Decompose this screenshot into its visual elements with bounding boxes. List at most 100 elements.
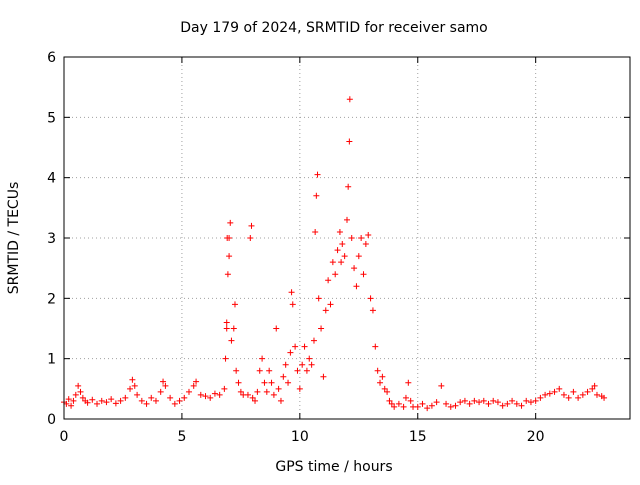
data-point [365,231,372,238]
data-point [131,382,138,389]
data-point [433,399,440,406]
data-point [228,337,235,344]
data-point [273,325,280,332]
data-point [570,388,577,395]
data-point [287,349,294,356]
data-point [308,361,315,368]
data-point [157,388,164,395]
data-point [374,367,381,374]
data-point [248,222,255,229]
plot-frame [63,56,631,420]
data-point [345,183,352,190]
data-point [233,367,240,374]
data-point [70,397,77,404]
x-tick-label: 5 [177,429,186,445]
data-point [226,253,233,260]
data-point [461,397,468,404]
data-point [424,405,431,412]
data-point [584,388,591,395]
y-tick-label: 5 [47,110,56,126]
y-tick-label: 1 [47,352,56,368]
data-point [400,403,407,410]
data-point [227,219,234,226]
data-point [224,271,231,278]
data-point [127,385,134,392]
data-point [211,390,218,397]
data-point [230,325,237,332]
data-point [334,247,341,254]
data-point [185,388,192,395]
data-point [395,400,402,407]
data-point [351,265,358,272]
data-point [266,367,273,374]
data-point [256,367,263,374]
y-axis-label: SRMTID / TECUs [6,182,22,295]
data-point [223,319,230,326]
data-point [176,397,183,404]
data-point [386,397,393,404]
data-point [231,301,238,308]
y-tick-label: 0 [47,412,56,428]
data-point [329,259,336,266]
data-point [379,373,386,380]
data-point [193,378,200,385]
data-point [414,403,421,410]
data-point [181,394,188,401]
data-point [129,376,136,383]
y-tick-label: 2 [47,291,56,307]
data-point [593,391,600,398]
x-axis-label: GPS time / hours [275,459,392,475]
data-point [89,396,96,403]
grid-lines [64,57,630,419]
data-point [327,301,334,308]
data-point [224,235,231,241]
data-point [254,388,261,395]
data-point [108,396,115,403]
data-point [263,388,270,395]
data-point [282,361,289,368]
data-point [249,394,256,401]
data-point [221,385,228,392]
data-point [480,397,487,404]
data-point [589,385,596,392]
data-point [428,402,435,409]
data-point [447,403,454,410]
data-point [457,399,464,406]
data-point [306,355,313,362]
data-point [296,385,303,392]
data-point [244,391,251,398]
data-point [65,396,72,403]
data-point [299,361,306,368]
data-point [222,355,229,362]
chart-title: Day 179 of 2024, SRMTID for receiver sam… [180,20,488,36]
data-point [315,295,322,302]
data-point [167,394,174,401]
data-point [384,388,391,395]
data-point [190,382,197,389]
data-point [490,397,497,404]
data-point [407,397,414,404]
data-point [377,379,384,386]
data-point [388,400,395,407]
data-point [339,241,346,248]
data-point [268,379,275,386]
data-point [303,367,310,374]
data-point [122,394,129,401]
data-point [310,337,317,344]
data-point [216,391,223,398]
data-point [171,400,178,407]
data-point [546,390,553,397]
data-point [288,289,295,296]
data-point [72,391,79,398]
data-point [344,216,350,223]
data-point [138,397,145,404]
data-point [560,391,567,398]
data-point [294,367,301,374]
data-point [556,385,563,392]
data-point [285,379,292,386]
data-point [405,379,412,386]
data-point [235,379,242,386]
data-point [237,388,244,395]
data-point [160,378,167,385]
